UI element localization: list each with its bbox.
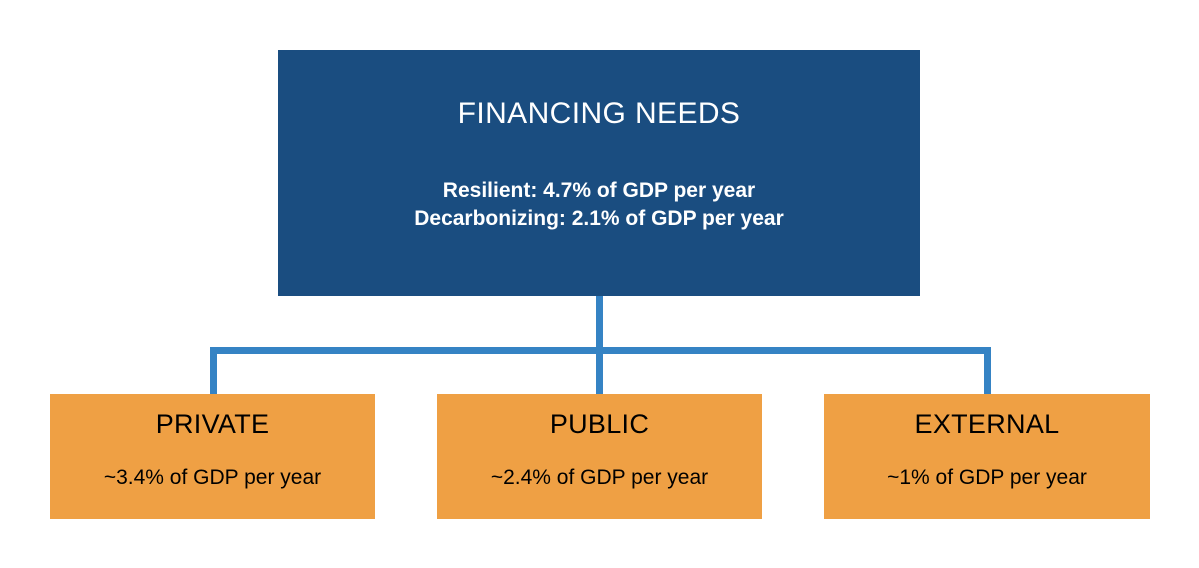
connector-stem-vertical (596, 296, 603, 354)
child-node-title: EXTERNAL (914, 409, 1060, 439)
root-detail-decarbonizing: Decarbonizing: 2.1% of GDP per year (414, 207, 784, 231)
child-node-title: PUBLIC (549, 409, 650, 439)
child-node-value: ~1% of GDP per year (887, 465, 1087, 489)
node-private: PRIVATE ~3.4% of GDP per year (50, 394, 375, 519)
node-public: PUBLIC ~2.4% of GDP per year (437, 394, 762, 519)
connector-drop-private (210, 347, 217, 395)
node-financing-needs: FINANCING NEEDS Resilient: 4.7% of GDP p… (278, 50, 920, 296)
child-node-value: ~3.4% of GDP per year (103, 465, 322, 489)
child-node-value: ~2.4% of GDP per year (490, 465, 709, 489)
connector-drop-external (984, 347, 991, 395)
root-node-details: Resilient: 4.7% of GDP per year Decarbon… (414, 177, 784, 234)
connector-drop-public (596, 347, 603, 395)
root-detail-resilient: Resilient: 4.7% of GDP per year (442, 179, 756, 202)
node-external: EXTERNAL ~1% of GDP per year (824, 394, 1150, 519)
root-node-title: FINANCING NEEDS (457, 97, 741, 130)
child-node-title: PRIVATE (155, 409, 270, 439)
